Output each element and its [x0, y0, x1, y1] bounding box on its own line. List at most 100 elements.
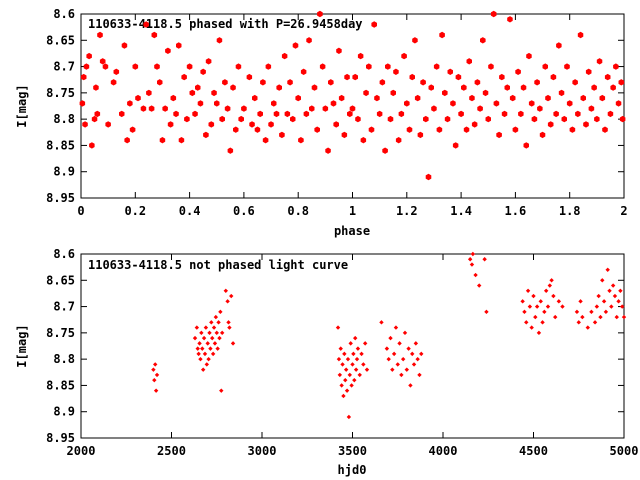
unphased-data-point [477, 283, 482, 288]
unphased-data-point [225, 299, 230, 304]
unphased-x-tick-label: 5000 [610, 444, 639, 458]
unphased-data-point [605, 267, 610, 272]
unphased-data-point [540, 320, 545, 325]
phased-data-point [260, 79, 266, 86]
phased-data-point [173, 110, 179, 118]
unphased-data-points [151, 251, 627, 420]
unphased-data-point [348, 341, 353, 346]
phased-data-point [485, 115, 491, 123]
phased-data-point [333, 121, 339, 128]
phased-data-point [594, 115, 600, 123]
phased-data-point [94, 110, 101, 118]
phased-data-point [482, 89, 489, 97]
unphased-data-point [609, 304, 614, 309]
phased-data-point [507, 16, 513, 23]
unphased-data-point [384, 346, 390, 351]
phased-data-point [219, 115, 225, 123]
phased-data-point [509, 94, 516, 102]
unphased-light-curve-panel: 110633-4118.5 not phased light curve hjd… [15, 247, 638, 477]
unphased-data-point [355, 346, 361, 351]
unphased-data-point [341, 393, 346, 399]
phased-data-point [469, 94, 475, 102]
phased-data-point [129, 126, 136, 133]
phased-y-tick-label: 8.8 [53, 112, 75, 126]
phased-data-point [526, 52, 532, 60]
phased-data-point [119, 110, 125, 118]
phased-y-tick-label: 8.65 [46, 33, 75, 47]
unphased-data-point [524, 320, 529, 325]
phased-data-point [518, 110, 524, 118]
unphased-data-point [211, 325, 217, 330]
unphased-data-point [337, 372, 343, 378]
unphased-data-point [408, 383, 413, 388]
phased-data-point [423, 115, 429, 123]
phased-data-point [271, 100, 277, 107]
phased-data-point [99, 58, 106, 65]
unphased-data-point [359, 351, 364, 357]
phased-data-point [317, 10, 323, 18]
unphased-data-point [344, 388, 350, 393]
phased-data-point [580, 94, 586, 102]
phased-data-point [569, 126, 576, 133]
unphased-data-point [336, 356, 342, 362]
phased-data-point [124, 137, 130, 144]
phased-data-point [439, 31, 445, 39]
unphased-data-point [601, 299, 607, 304]
phased-data-point [607, 110, 614, 118]
phased-data-point [338, 94, 345, 102]
phased-data-point [135, 94, 141, 102]
phased-data-point [311, 84, 318, 91]
phased-data-point [276, 84, 282, 91]
phased-data-point [184, 115, 190, 123]
unphased-data-point [399, 372, 404, 378]
unphased-data-point [484, 309, 489, 315]
unphased-x-axis-label: hjd0 [338, 463, 367, 477]
phased-data-point [186, 63, 193, 70]
phased-data-point [360, 137, 367, 144]
phased-data-point [618, 79, 625, 86]
phased-data-point [561, 115, 567, 123]
phased-y-axis-label: I[mag] [15, 84, 29, 127]
phased-data-point [357, 52, 364, 60]
phased-data-point [143, 21, 149, 28]
phased-data-point [200, 68, 206, 75]
phased-x-tick-label: 0.4 [179, 204, 201, 218]
phased-data-point [539, 131, 546, 139]
phased-x-tick-label: 0.8 [287, 204, 309, 218]
unphased-data-point [413, 341, 419, 346]
unphased-data-point [419, 351, 424, 357]
phased-x-tick-label: 0.2 [124, 204, 146, 218]
unphased-data-point [543, 288, 549, 293]
phased-data-point [252, 94, 258, 102]
phased-data-point [553, 110, 559, 118]
phased-data-point [113, 68, 120, 75]
phased-data-point [328, 79, 334, 86]
phased-data-point [159, 137, 166, 144]
phased-data-point [214, 100, 220, 107]
phased-data-point [401, 52, 407, 60]
unphased-x-tick-label: 4500 [519, 444, 548, 458]
phased-data-point [542, 63, 548, 70]
phased-data-point [110, 79, 117, 86]
phased-data-point [577, 31, 584, 39]
unphased-data-point [467, 257, 473, 262]
phased-data-point [162, 105, 168, 112]
phased-x-tick-label: 0 [77, 204, 84, 218]
phased-data-points [79, 10, 626, 181]
phased-data-point [127, 100, 133, 107]
unphased-data-point [204, 362, 209, 367]
phased-x-tick-label: 1.2 [396, 204, 418, 218]
phased-data-point [154, 63, 160, 70]
unphased-data-point [621, 314, 627, 320]
unphased-data-point [469, 262, 475, 267]
unphased-data-point [534, 304, 540, 309]
phased-data-point [241, 105, 247, 112]
unphased-data-point [607, 288, 612, 293]
unphased-data-point [345, 356, 351, 362]
phased-data-point [314, 126, 320, 133]
phased-data-point [420, 79, 426, 86]
unphased-data-point [410, 351, 415, 357]
phased-x-tick-label: 1.6 [505, 204, 527, 218]
unphased-data-point [194, 325, 200, 330]
